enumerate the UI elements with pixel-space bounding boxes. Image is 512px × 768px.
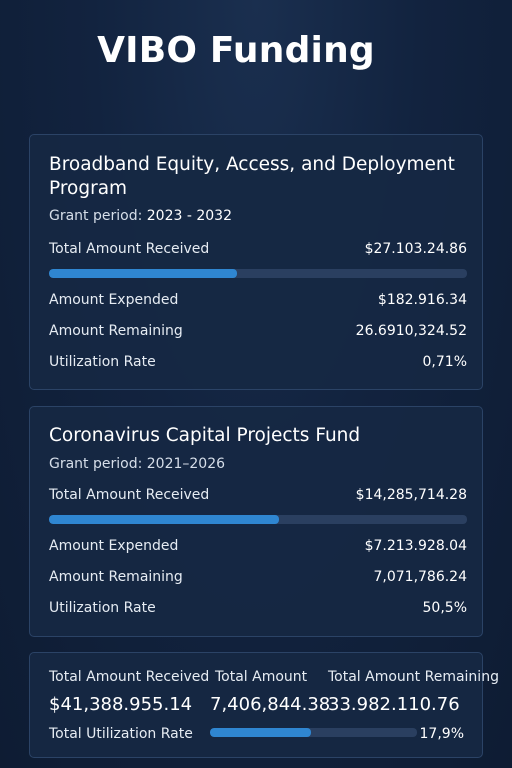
summary-total-amount: Total Amount 7,406,844.38 [210, 669, 330, 715]
grant-period-label: Grant period: [49, 208, 147, 224]
funding-progress-bar [49, 515, 467, 524]
grant-period-value: 2021–2026 [146, 456, 226, 472]
amount-remaining-value: 7,071,786.24 [373, 569, 467, 585]
amount-expended-value: $7.213.928.04 [364, 538, 467, 554]
summary-total-remaining: Total Amount Remaining 33.982.110.76 [328, 669, 499, 715]
amount-remaining-label: Amount Remaining [49, 323, 183, 339]
utilization-rate-value: 50,5% [422, 600, 467, 616]
amount-remaining-label: Amount Remaining [49, 569, 183, 585]
summary-total-remaining-value: 33.982.110.76 [328, 694, 460, 715]
total-received-value: $14,285,714.28 [355, 487, 467, 503]
grant-period: Grant period: 2023 - 2032 [49, 208, 232, 224]
amount-expended-row: Amount Expended $7.213.928.04 [49, 538, 467, 558]
grant-period-value: 2023 - 2032 [146, 208, 232, 224]
amount-remaining-row: Amount Remaining 26.6910,324.52 [49, 323, 467, 343]
funding-progress-fill [49, 269, 238, 278]
grant-card-broadband: Broadband Equity, Access, and Deployment… [29, 134, 483, 390]
total-received-row: Total Amount Received $14,285,714.28 [49, 487, 467, 507]
amount-remaining-value: 26.6910,324.52 [355, 323, 467, 339]
amount-remaining-row: Amount Remaining 7,071,786.24 [49, 569, 467, 589]
summary-total-remaining-label: Total Amount Remaining [328, 669, 499, 685]
summary-total-amount-value: 7,406,844.38 [210, 694, 331, 715]
grant-title: Broadband Equity, Access, and Deployment… [49, 154, 455, 199]
total-received-label: Total Amount Received [49, 487, 210, 503]
summary-total-received-label: Total Amount Received [49, 669, 210, 685]
amount-expended-row: Amount Expended $182.916.34 [49, 292, 467, 312]
grant-card-coronavirus: Coronavirus Capital Projects Fund Grant … [29, 406, 483, 637]
total-received-value: $27.103.24.86 [364, 241, 467, 257]
total-utilization-bar [210, 728, 417, 737]
utilization-rate-row: Utilization Rate 0,71% [49, 354, 467, 374]
utilization-rate-label: Utilization Rate [49, 600, 156, 616]
amount-expended-label: Amount Expended [49, 538, 179, 554]
grant-period-label: Grant period: [49, 456, 147, 472]
summary-card: Total Amount Received $41,388.955.14 Tot… [29, 652, 499, 758]
total-received-label: Total Amount Received [49, 241, 210, 257]
summary-total-received-value: $41,388.955.14 [49, 694, 193, 715]
grant-title: Coronavirus Capital Projects Fund [49, 425, 361, 446]
summary-total-amount-label: Total Amount [215, 669, 308, 685]
summary-total-received: Total Amount Received $41,388.955.14 [49, 669, 209, 715]
page-title: VIBO Funding [97, 30, 375, 71]
amount-expended-label: Amount Expended [49, 292, 179, 308]
grant-period: Grant period: 2021–2026 [49, 456, 225, 472]
total-received-row: Total Amount Received $27.103.24.86 [49, 241, 467, 261]
utilization-rate-label: Utilization Rate [49, 354, 156, 370]
total-utilization-value: 17,9% [419, 726, 464, 742]
funding-progress-bar [49, 269, 467, 278]
total-utilization-label: Total Utilization Rate [49, 726, 193, 742]
utilization-rate-value: 0,71% [422, 354, 467, 370]
amount-expended-value: $182.916.34 [377, 292, 467, 308]
utilization-rate-row: Utilization Rate 50,5% [49, 600, 467, 620]
total-utilization-fill [210, 728, 312, 737]
funding-progress-fill [49, 515, 279, 524]
